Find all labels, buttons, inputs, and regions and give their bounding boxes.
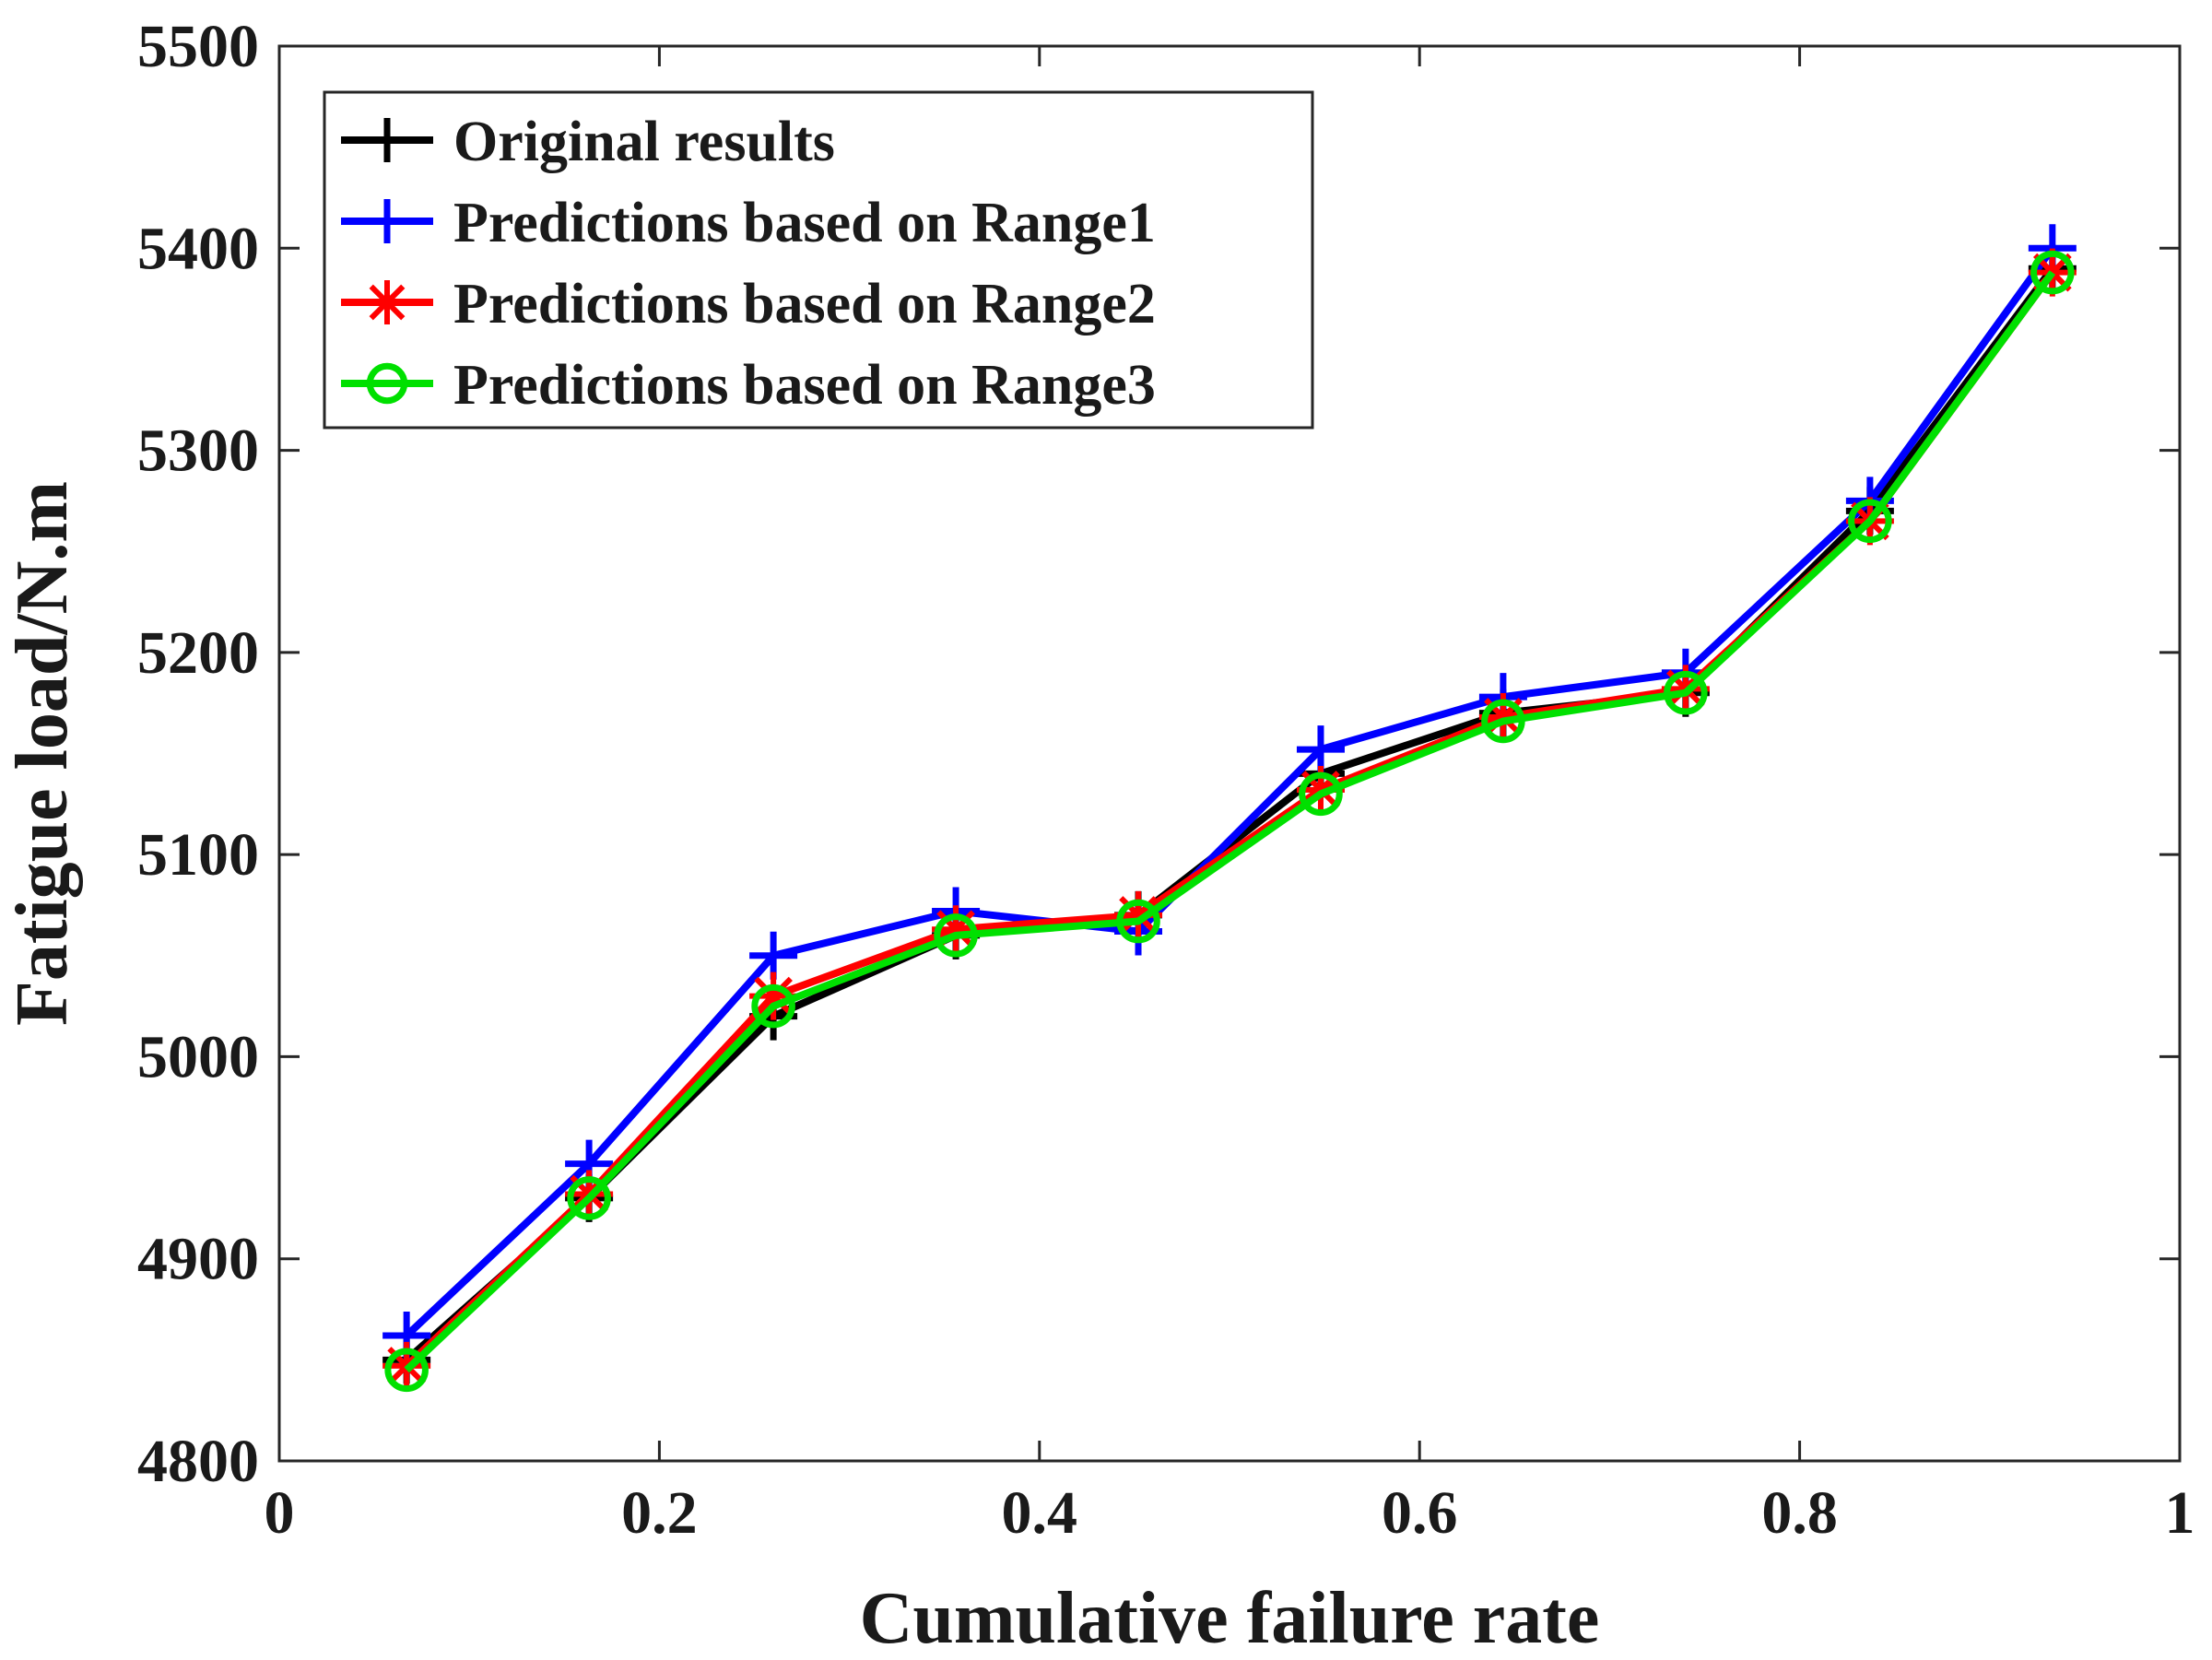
data-point bbox=[567, 1176, 611, 1220]
legend-item: Predictions based on Range2 bbox=[341, 273, 1156, 336]
legend-marker bbox=[365, 280, 409, 324]
x-tick-label: 0.2 bbox=[621, 1479, 698, 1547]
y-tick-label: 5200 bbox=[137, 619, 259, 687]
series-line bbox=[404, 270, 2056, 1373]
series-layer bbox=[382, 224, 2077, 1393]
series-4 bbox=[384, 250, 2075, 1393]
data-point bbox=[751, 983, 795, 1029]
y-tick-label: 5300 bbox=[137, 418, 259, 485]
legend: Original results Predictions based on Ran… bbox=[323, 90, 1314, 430]
legend-item: Original results bbox=[341, 111, 835, 173]
y-tick-label: 4900 bbox=[137, 1226, 259, 1293]
data-point bbox=[1296, 725, 1345, 774]
data-point bbox=[1299, 771, 1343, 817]
data-point bbox=[749, 931, 798, 980]
data-point bbox=[1116, 899, 1160, 944]
legend-label: Predictions based on Range1 bbox=[453, 192, 1156, 254]
legend-marker bbox=[366, 362, 408, 405]
data-point bbox=[384, 1348, 429, 1393]
plot-frame bbox=[277, 44, 2182, 1463]
x-tick-label: 0.8 bbox=[1761, 1479, 1838, 1547]
legend-marker bbox=[365, 199, 409, 243]
data-point bbox=[1481, 699, 1525, 744]
x-tick-label: 0 bbox=[265, 1479, 295, 1547]
y-axis-title: Fatigue load/N.m bbox=[2, 481, 83, 1026]
y-tick-label: 5000 bbox=[137, 1023, 259, 1090]
y-tick-label: 4800 bbox=[137, 1428, 259, 1495]
series-line bbox=[404, 245, 2056, 1338]
data-point bbox=[2030, 250, 2075, 295]
x-tick-label: 1 bbox=[2165, 1479, 2195, 1547]
legend-item: Predictions based on Range1 bbox=[341, 192, 1156, 254]
legend-label: Predictions based on Range3 bbox=[453, 354, 1156, 417]
x-tick-label: 0.4 bbox=[1002, 1479, 1078, 1547]
y-tick-label: 5500 bbox=[137, 13, 259, 80]
data-point bbox=[1848, 499, 1892, 544]
legend-box bbox=[323, 90, 1314, 430]
legend-label: Predictions based on Range2 bbox=[453, 273, 1156, 336]
y-tick-label: 5400 bbox=[137, 215, 259, 282]
series-line bbox=[404, 265, 2056, 1363]
y-tick-label: 5100 bbox=[137, 821, 259, 889]
legend-label: Original results bbox=[453, 111, 835, 173]
data-point bbox=[934, 913, 978, 958]
x-axis-title: Cumulative failure rate bbox=[860, 1578, 1600, 1659]
legend-marker bbox=[365, 118, 409, 162]
legend-item: Predictions based on Range3 bbox=[341, 354, 1156, 417]
axes: 0 0.2 0.4 0.6 0.8 1 4800 4900 5000 5100 5200 5300 54… bbox=[137, 13, 2195, 1547]
data-point bbox=[1664, 670, 1708, 715]
x-tick-label: 0.6 bbox=[1382, 1479, 1458, 1547]
series-line bbox=[404, 270, 2056, 1369]
